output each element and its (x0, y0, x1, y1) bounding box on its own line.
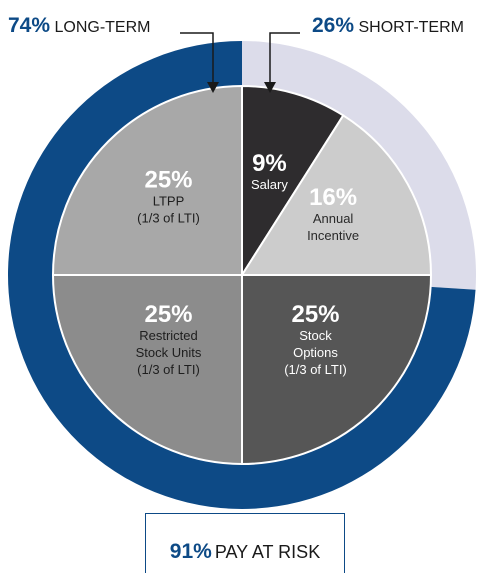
slice-label-annual-incentive: 16%Annual Incentive (307, 184, 359, 243)
slice-text-ltpp-0: LTPP (153, 193, 185, 208)
short-term-pct: 26% (312, 14, 355, 37)
pay-at-risk-pct: 91% (169, 540, 212, 563)
slice-text-restricted-stock-units-2: (1/3 of LTI) (137, 362, 200, 377)
ring-segment-short-term (242, 41, 477, 290)
slice-text-annual-incentive-0: Annual (313, 211, 354, 226)
slice-pct-ltpp: 25% (144, 166, 192, 193)
slice-pct-annual-incentive: 16% (309, 184, 357, 211)
slice-text-salary-0: Salary (251, 177, 288, 192)
pay-at-risk-box: 91% PAY AT RISK (145, 513, 345, 573)
long-term-label: LONG-TERM (54, 19, 151, 36)
slice-pct-salary: 9% (252, 150, 287, 177)
short-term-callout: 26% SHORT-TERM (312, 14, 464, 38)
pay-at-risk-label: PAY AT RISK (214, 542, 321, 562)
pie-slice-ltpp (51, 84, 243, 276)
slice-label-restricted-stock-units: 25%Restricted Stock Units (1/3 of LTI) (136, 301, 202, 377)
short-term-arrow-icon (264, 82, 276, 93)
slice-text-stock-options-1: Options (293, 345, 338, 360)
slice-text-ltpp-1: (1/3 of LTI) (137, 210, 200, 225)
slice-text-annual-incentive-1: Incentive (307, 228, 359, 243)
short-term-label: SHORT-TERM (358, 19, 464, 36)
slice-text-restricted-stock-units-1: Stock Units (136, 345, 202, 360)
long-term-connector (180, 32, 214, 88)
inner-pie (51, 84, 433, 466)
short-term-connector (269, 32, 300, 88)
pie-slice-salary (241, 84, 345, 279)
callout-connectors (180, 32, 300, 93)
long-term-callout: 74% LONG-TERM (8, 14, 150, 38)
slice-label-ltpp: 25%LTPP (1/3 of LTI) (137, 166, 200, 225)
outer-ring (8, 41, 477, 509)
slice-text-stock-options-2: (1/3 of LTI) (284, 362, 347, 377)
slice-pct-stock-options: 25% (291, 301, 339, 328)
slice-label-salary: 9%Salary (251, 150, 288, 192)
slice-pct-restricted-stock-units: 25% (144, 301, 192, 328)
slice-text-stock-options-0: Stock (299, 328, 332, 343)
long-term-pct: 74% (8, 14, 51, 37)
slice-text-restricted-stock-units-0: Restricted (139, 328, 198, 343)
pie-slice-stock-options (241, 274, 433, 466)
slice-labels: 9%Salary 16%AnnualIncentive25%StockOption… (136, 150, 359, 377)
pie-slice-annual-incentive (240, 114, 433, 276)
pie-slice-restricted-stock-units (51, 274, 243, 466)
long-term-arrow-icon (207, 82, 219, 93)
slice-label-stock-options: 25%Stock Options (1/3 of LTI) (284, 301, 347, 377)
